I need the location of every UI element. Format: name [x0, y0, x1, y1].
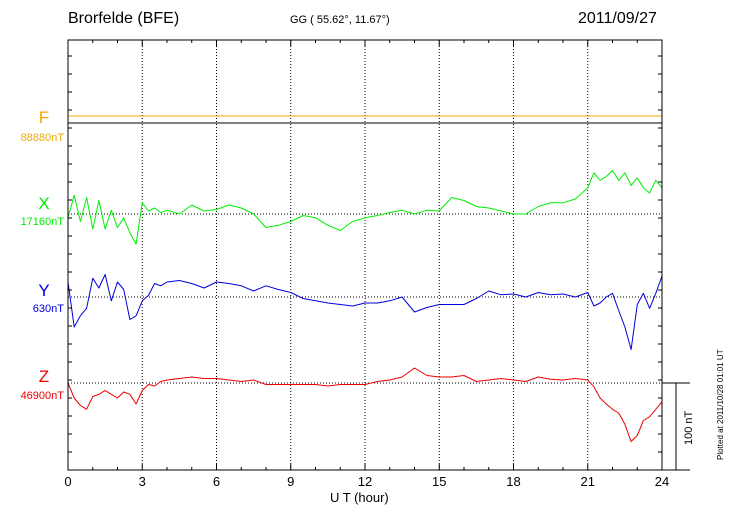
plot-frame — [67, 39, 663, 471]
component-baseline-f: 88880nT — [20, 132, 64, 144]
component-letter-f: F — [38, 108, 50, 127]
x-tick-label: 21 — [580, 474, 596, 489]
component-baseline-y: 630nT — [32, 303, 64, 315]
series-line-x — [67, 170, 663, 245]
plot-date: 2011/09/27 — [578, 10, 657, 27]
x-tick-label: 15 — [432, 474, 447, 489]
component-letter-x: X — [38, 194, 50, 213]
x-tick-label: 18 — [506, 474, 521, 489]
plotted-timestamp: Plotted at 2011/10/28 01:01 UT — [716, 349, 725, 460]
x-tick-label: 6 — [212, 474, 221, 489]
series-line-z — [67, 367, 663, 442]
x-tick-label: 12 — [357, 474, 373, 489]
station-coordinates: GG ( 55.62°, 11.67°) — [290, 14, 390, 26]
series-line-y — [67, 274, 663, 350]
x-axis-title: U T (hour) — [330, 490, 389, 505]
component-baseline-x: 17160nT — [20, 216, 64, 228]
x-tick-label: 24 — [654, 474, 670, 489]
component-baseline-z: 46900nT — [20, 390, 64, 402]
station-title: Brorfelde (BFE) — [68, 10, 180, 27]
series-group — [67, 115, 663, 442]
grid — [68, 40, 662, 470]
component-letter-z: Z — [38, 367, 50, 386]
x-tick-label: 9 — [287, 474, 295, 489]
scale-bar-label: 100 nT — [683, 410, 695, 445]
x-tick-label: 0 — [64, 474, 72, 489]
x-tick-label: 3 — [138, 474, 146, 489]
scale-bar — [662, 382, 690, 471]
component-letter-y: Y — [38, 281, 50, 300]
axis-ticks — [67, 40, 663, 470]
